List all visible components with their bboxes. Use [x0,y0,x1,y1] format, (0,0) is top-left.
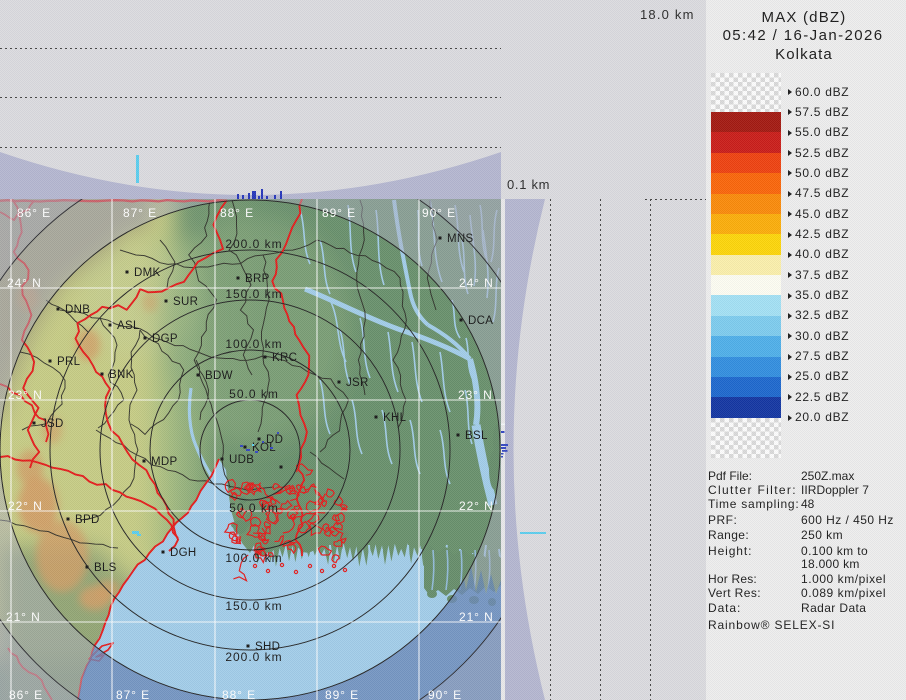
svg-text:KRC: KRC [272,352,297,364]
svg-text:200.0 km: 200.0 km [225,237,282,251]
svg-text:86° E: 86° E [9,688,43,700]
svg-text:50.0 km: 50.0 km [229,387,279,401]
svg-text:BSL: BSL [465,430,488,442]
svg-text:SUR: SUR [173,296,198,308]
svg-text:50.0 km: 50.0 km [229,501,279,515]
svg-text:88° E: 88° E [222,688,256,700]
svg-text:23° N: 23° N [8,388,43,402]
svg-text:DD: DD [266,434,283,446]
svg-text:200.0 km: 200.0 km [225,650,282,664]
svg-text:SHD: SHD [255,641,280,653]
svg-text:BLS: BLS [94,562,117,574]
svg-text:ASL: ASL [117,320,140,332]
svg-text:BPD: BPD [75,514,100,526]
svg-text:24° N: 24° N [459,276,494,290]
svg-text:MDP: MDP [151,456,177,468]
svg-text:DGH: DGH [170,547,196,559]
svg-text:90° E: 90° E [422,206,456,220]
svg-text:DNB: DNB [65,304,90,316]
svg-text:87° E: 87° E [116,688,150,700]
svg-text:KHL: KHL [383,412,407,424]
svg-text:21° N: 21° N [459,610,494,624]
svg-text:89° E: 89° E [325,688,359,700]
svg-text:100.0 km: 100.0 km [225,337,282,351]
svg-text:22° N: 22° N [459,499,494,513]
svg-text:21° N: 21° N [6,610,41,624]
svg-text:89° E: 89° E [322,206,356,220]
svg-text:DCA: DCA [468,315,493,327]
svg-text:22° N: 22° N [8,499,43,513]
svg-text:PRL: PRL [57,356,81,368]
svg-text:BDW: BDW [205,370,233,382]
svg-text:23° N: 23° N [458,388,493,402]
svg-text:DGP: DGP [152,333,178,345]
svg-text:86° E: 86° E [17,206,51,220]
svg-text:150.0 km: 150.0 km [225,287,282,301]
svg-text:JSD: JSD [41,418,64,430]
svg-text:UDB: UDB [229,454,254,466]
svg-text:JSR: JSR [346,377,369,389]
svg-text:BRP: BRP [245,273,270,285]
svg-text:90° E: 90° E [428,688,462,700]
svg-text:88° E: 88° E [220,206,254,220]
svg-text:MNS: MNS [447,233,473,245]
svg-text:24° N: 24° N [7,276,42,290]
svg-text:100.0 km: 100.0 km [225,551,282,565]
svg-text:87° E: 87° E [123,206,157,220]
svg-text:DMK: DMK [134,267,160,279]
svg-text:150.0 km: 150.0 km [225,599,282,613]
svg-text:BNK: BNK [109,369,134,381]
